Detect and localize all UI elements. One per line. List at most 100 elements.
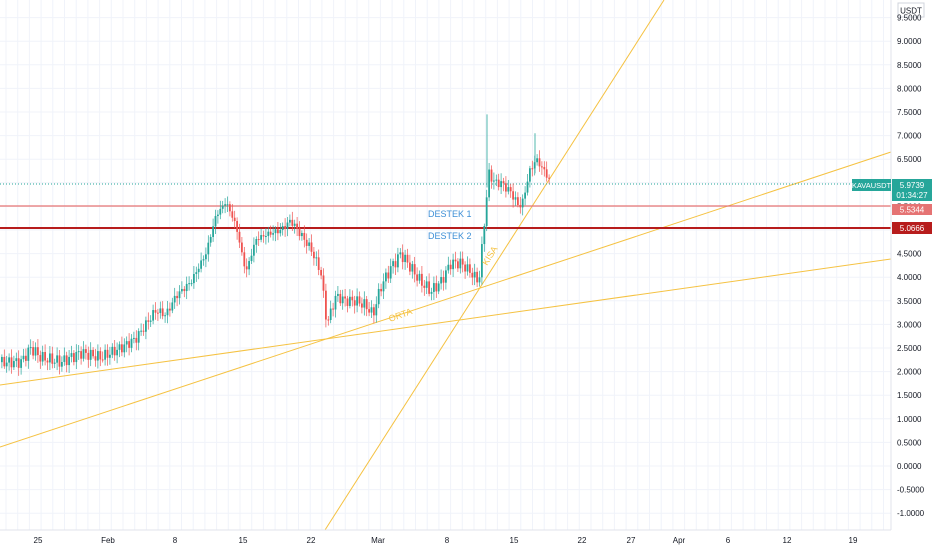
candle-body [130, 338, 133, 348]
candle-body [212, 226, 214, 237]
candle-body [541, 166, 543, 168]
candle-body [320, 269, 322, 276]
candle-body [461, 258, 464, 265]
y-tick-label: 4.5000 [897, 250, 922, 259]
candle-body [505, 183, 507, 192]
candle-body [375, 304, 378, 316]
candle-body [512, 191, 514, 200]
candle-body [368, 309, 370, 313]
candle-body [224, 204, 226, 206]
candle-body [85, 349, 87, 353]
candle-body [164, 315, 166, 317]
candle-body [123, 344, 126, 353]
candle-body [517, 197, 519, 205]
candle-body [257, 239, 260, 241]
candle-body [363, 299, 366, 308]
candle-body [133, 337, 135, 339]
candle-body [473, 271, 476, 278]
candle-body [77, 351, 80, 353]
candle-body [226, 204, 229, 206]
candle-body [507, 187, 510, 192]
candle-body [109, 354, 111, 358]
candle-body [296, 223, 298, 229]
candle-body [514, 197, 517, 200]
x-tick-label: 8 [173, 536, 178, 545]
candle-body [92, 349, 94, 357]
candle-body [75, 351, 78, 363]
candle-body [56, 355, 58, 363]
candle-body [536, 158, 538, 163]
candle-body [327, 319, 330, 321]
candle-body [82, 349, 85, 359]
candle-body [111, 346, 114, 355]
candle-body [346, 298, 349, 306]
candle-body [531, 168, 534, 170]
candle-body [104, 349, 106, 360]
candle-body [260, 235, 262, 240]
candle-body [440, 277, 442, 284]
candle-body [392, 261, 394, 267]
candle-body [497, 179, 500, 188]
y-tick-label: 8.0000 [897, 84, 922, 93]
candle-body [445, 270, 447, 283]
candle-body [385, 272, 387, 282]
candle-body [1, 356, 3, 363]
candle-body [421, 273, 423, 286]
y-tick-label: 1.0000 [897, 415, 922, 424]
time-axis[interactable]: 25 Feb 8 15 22 Mar 8 15 22 27 Apr 6 12 19 [0, 529, 891, 545]
candle-body [195, 272, 198, 274]
candle-body [401, 252, 404, 263]
candle-body [521, 198, 524, 208]
support-1-value: 5.5344 [900, 206, 925, 215]
candle-body [87, 352, 90, 360]
candle-body [353, 300, 356, 306]
candle-body [409, 262, 411, 272]
candle-body [221, 205, 224, 209]
candle-body [483, 225, 486, 245]
x-tick-label: 27 [627, 536, 636, 545]
y-tick-label: -0.5000 [897, 486, 925, 495]
candle-body [493, 180, 495, 182]
candle-body [145, 320, 147, 332]
candle-body [416, 274, 418, 281]
candle-body [265, 236, 267, 238]
x-tick-label: 22 [307, 536, 316, 545]
candle-body [202, 259, 205, 261]
candle-body [519, 204, 522, 208]
y-tick-label: 1.5000 [897, 391, 922, 400]
candle-body [293, 223, 296, 226]
candle-body [241, 242, 243, 253]
symbol-badge [852, 179, 891, 191]
candle-body [34, 347, 37, 356]
candle-body [373, 307, 375, 316]
currency-label: USDT [900, 7, 922, 16]
y-tick-label: 3.0000 [897, 320, 922, 329]
candle-body [135, 337, 138, 343]
candle-body [545, 169, 548, 178]
y-tick-label: 0.0000 [897, 462, 922, 471]
candle-body [205, 254, 207, 260]
candle-body [171, 302, 174, 311]
candle-body [485, 197, 488, 226]
candle-body [495, 179, 498, 181]
candle-body [245, 266, 248, 270]
candle-body [423, 285, 426, 288]
kisa-trendline-label: KISA [480, 244, 499, 267]
candle-body [337, 293, 339, 296]
candle-body [101, 359, 104, 361]
candle-body [349, 296, 351, 306]
candle-body [188, 283, 190, 285]
candle-body [286, 222, 289, 229]
candle-body [149, 320, 152, 322]
price-axis[interactable]: USDT 9.5000 9.0000 8.5000 8.0000 7.5000 7.000… [890, 0, 932, 550]
candle-body [32, 347, 34, 356]
candle-body [490, 169, 493, 182]
candle-body [406, 254, 409, 263]
price-levels [0, 183, 891, 229]
last-price-badge [892, 179, 932, 201]
candle-body [524, 192, 526, 199]
candle-body [68, 356, 70, 366]
candle-body [65, 355, 68, 366]
candle-body [255, 239, 258, 245]
